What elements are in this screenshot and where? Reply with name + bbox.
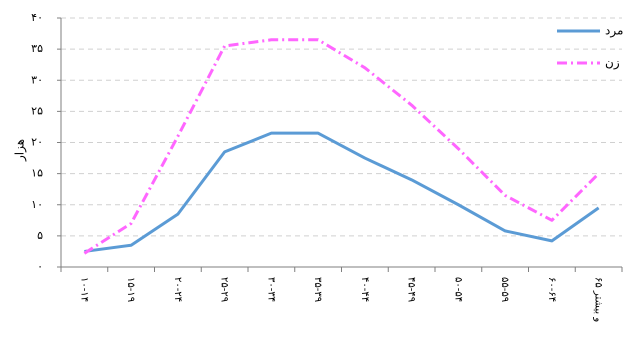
x-tick-label: ۱۰-۱۴ (78, 277, 89, 302)
x-tick-label: ۴۵-۴۹ (406, 277, 417, 302)
gridlines (61, 17, 622, 237)
x-tick-label: ۱۵-۱۹ (125, 277, 136, 302)
y-tick-label: ۴۰ (31, 11, 43, 24)
legend-label-0: مرد (605, 24, 623, 39)
y-tick-label: ۲۵ (31, 104, 43, 117)
x-tick-label: ۲۰-۲۴ (172, 277, 183, 302)
legend: مرد زن (557, 24, 623, 71)
x-tick-label: ۶۵ و بیشتر (593, 277, 604, 322)
x-tick-labels: ۱۰-۱۴ ۱۵-۱۹ ۲۰-۲۴ ۲۵-۲۹ ۳۰-۳۴ ۳۵-۳۹ ۴۰-۴۴ ۴۵-۴۹… (78, 277, 603, 322)
legend-label-1: زن (605, 56, 620, 71)
series-line-0 (84, 131, 600, 253)
x-tick-label: ۲۵-۲۹ (219, 277, 230, 302)
x-tick-label: ۳۰-۳۴ (265, 277, 276, 302)
y-axis-label: هزار (13, 139, 28, 162)
y-tick-labels: ۰ ۵ ۱۰ ۱۵ ۲۰ ۲۵ ۳۰ ۳۵ ۴۰ (31, 11, 43, 273)
y-tick-label: ۲۰ (31, 136, 43, 149)
y-tick-label: ۳۵ (31, 42, 43, 55)
x-tick-label: ۴۰-۴۴ (359, 277, 370, 302)
x-tick-label: ۶۰-۶۴ (546, 277, 557, 302)
x-tick-label: ۵۰-۵۴ (452, 277, 463, 302)
x-tick-label: ۳۵-۳۹ (312, 277, 323, 302)
y-tick-label: ۵ (37, 229, 43, 242)
series-line-1 (83, 38, 600, 255)
y-tick-label: ۳۰ (31, 73, 43, 86)
axes (57, 17, 623, 272)
y-tick-label: ۱۰ (31, 198, 43, 211)
y-tick-label: ۱۵ (31, 167, 43, 180)
y-tick-label: ۰ (37, 260, 43, 273)
x-tick-label: ۵۵-۵۹ (499, 277, 510, 302)
series-lines (83, 38, 600, 255)
